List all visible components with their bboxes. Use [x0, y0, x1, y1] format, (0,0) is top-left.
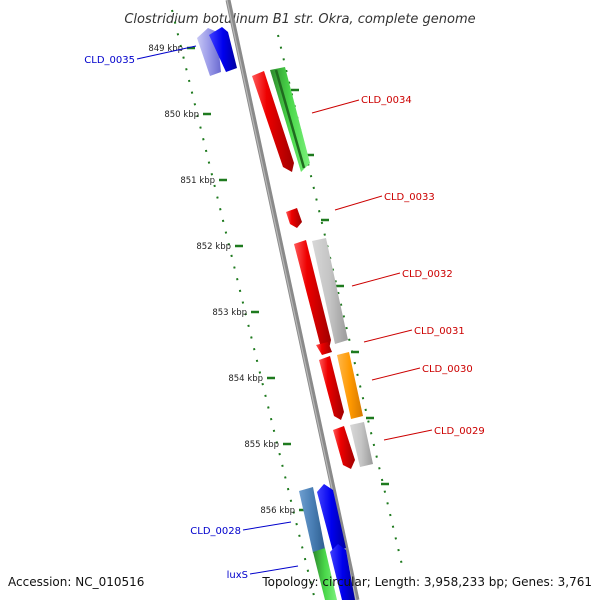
topology-info: Topology: circular; Length: 3,958,233 bp… — [261, 575, 592, 589]
gene-cld-0028-blue[interactable] — [317, 484, 346, 552]
kbp-label: 849 kbp — [148, 44, 183, 54]
gene-cld-0029-red[interactable] — [333, 426, 355, 469]
gene-cld-0029-gray[interactable] — [350, 422, 373, 467]
gene-cld-0035-blue[interactable] — [209, 27, 237, 72]
gene-label-cld-0033[interactable]: CLD_0033 — [384, 192, 435, 203]
kbp-label: 852 kbp — [196, 242, 231, 252]
gene-cld-0034-red[interactable] — [252, 71, 294, 172]
gene-label-luxs[interactable]: luxS — [227, 570, 248, 581]
kbp-label: 851 kbp — [180, 176, 215, 186]
genome-backbone — [225, 0, 360, 600]
gene-label-cld-0028[interactable]: CLD_0028 — [190, 526, 241, 537]
gene-label-cld-0034[interactable]: CLD_0034 — [361, 95, 412, 106]
gene-label-cld-0031[interactable]: CLD_0031 — [414, 326, 465, 337]
gene-cld-0028-steel[interactable] — [299, 487, 325, 553]
gene-cld-0032-red[interactable] — [294, 240, 331, 349]
inner-scale — [171, 9, 316, 600]
gene-luxs-green[interactable] — [313, 548, 337, 600]
gene-labels: CLD_0035 CLD_0034 CLD_0033 CLD_0032 CLD_… — [84, 55, 484, 581]
kbp-label: 854 kbp — [228, 374, 263, 384]
kbp-labels: 849 kbp 850 kbp 851 kbp 852 kbp 853 kbp … — [148, 44, 295, 516]
gene-label-cld-0035[interactable]: CLD_0035 — [84, 55, 135, 66]
kbp-label: 850 kbp — [164, 110, 199, 120]
gene-cld-0030-orange[interactable] — [337, 352, 363, 419]
gene-cld-0032-gray[interactable] — [312, 238, 348, 344]
kbp-label: 853 kbp — [212, 308, 247, 318]
outer-major-ticks — [291, 88, 389, 486]
gene-cld-0034-green-edge — [274, 69, 306, 169]
gene-label-cld-0029[interactable]: CLD_0029 — [434, 426, 485, 437]
gene-cld-0031[interactable] — [316, 342, 332, 355]
gene-cld-0033[interactable] — [286, 208, 302, 228]
gene-label-cld-0030[interactable]: CLD_0030 — [422, 364, 473, 375]
kbp-label: 856 kbp — [260, 506, 295, 516]
leader-lines — [136, 45, 433, 575]
map-title: Clostridium botulinum B1 str. Okra, comp… — [124, 12, 475, 27]
kbp-label: 855 kbp — [244, 440, 279, 450]
gene-luxs-blue[interactable] — [330, 544, 355, 600]
accession-info: Accession: NC_010516 — [8, 575, 144, 589]
gene-label-cld-0032[interactable]: CLD_0032 — [402, 269, 453, 280]
gene-cld-0030-red[interactable] — [319, 356, 344, 420]
